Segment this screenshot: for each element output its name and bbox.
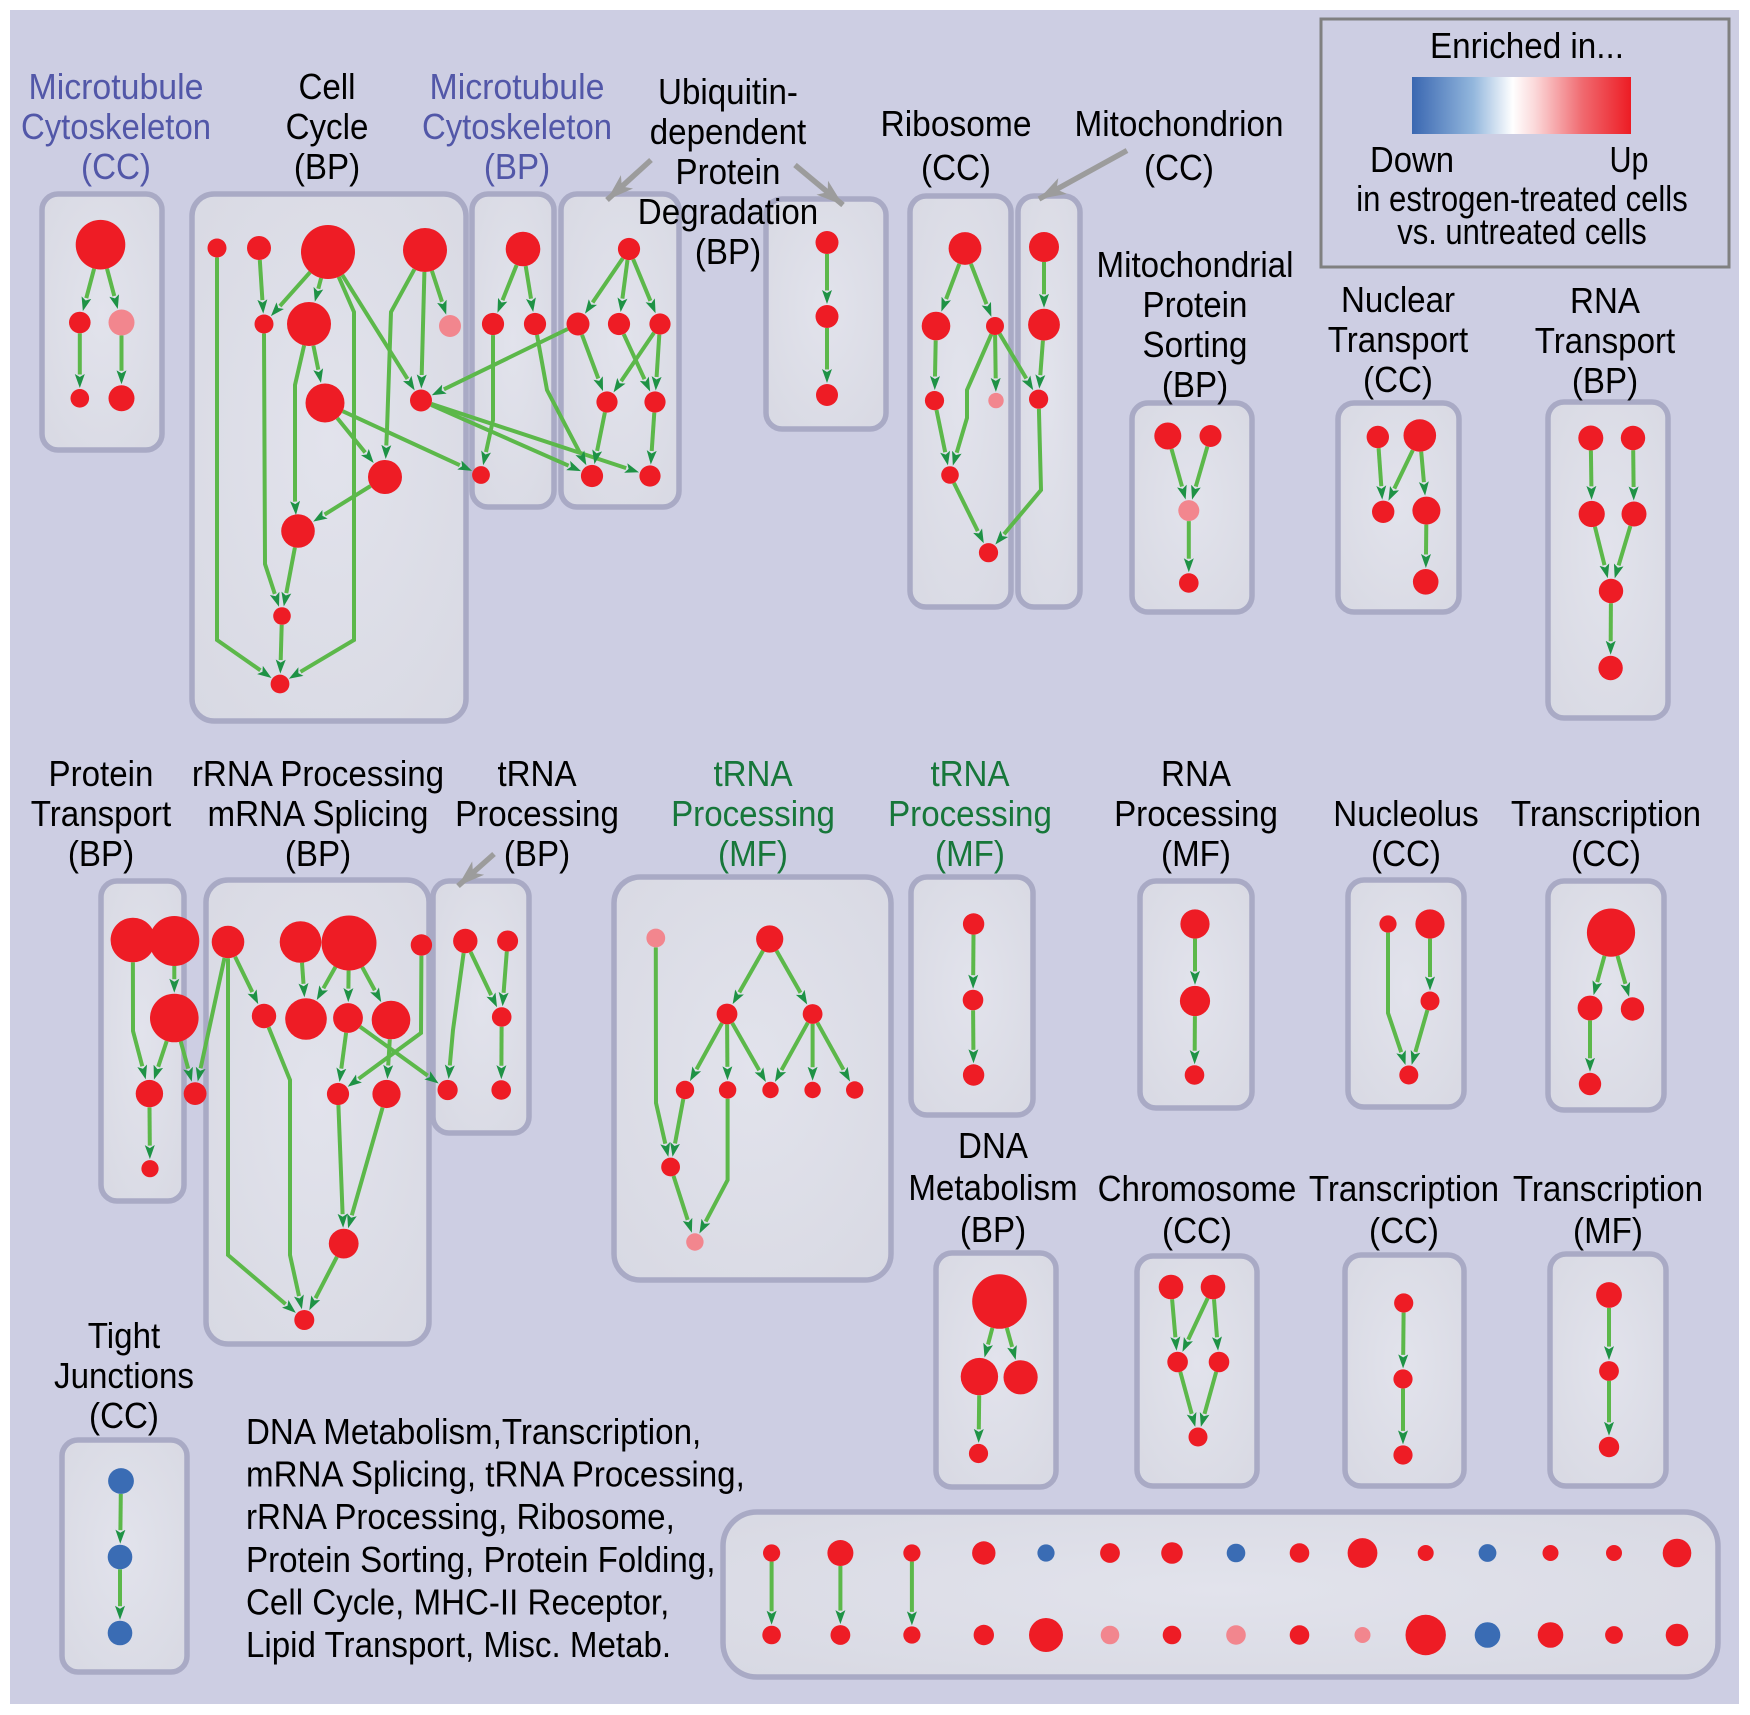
svg-text:tRNA: tRNA — [930, 753, 1009, 794]
svg-text:(BP): (BP) — [504, 833, 570, 874]
svg-text:Ubiquitin-: Ubiquitin- — [658, 71, 798, 112]
svg-text:(BP): (BP) — [960, 1209, 1026, 1250]
svg-text:Transcription: Transcription — [1511, 793, 1701, 834]
svg-text:Mitochondrial: Mitochondrial — [1097, 244, 1294, 285]
svg-text:Processing: Processing — [1114, 793, 1278, 834]
svg-text:(CC): (CC) — [1371, 833, 1441, 874]
svg-text:(BP): (BP) — [695, 231, 761, 272]
svg-text:in estrogen-treated cells: in estrogen-treated cells — [1356, 178, 1688, 219]
svg-text:Ribosome: Ribosome — [881, 103, 1032, 144]
svg-text:(CC): (CC) — [1144, 147, 1214, 188]
svg-text:(BP): (BP) — [1572, 360, 1638, 401]
svg-text:(BP): (BP) — [294, 146, 360, 187]
svg-text:(BP): (BP) — [68, 833, 134, 874]
svg-text:Microtubule: Microtubule — [430, 66, 605, 107]
svg-text:rRNA Processing, Ribosome,: rRNA Processing, Ribosome, — [246, 1496, 675, 1537]
svg-text:Tight: Tight — [88, 1315, 160, 1356]
svg-text:(BP): (BP) — [1162, 364, 1228, 405]
svg-text:(BP): (BP) — [285, 833, 351, 874]
svg-text:vs. untreated cells: vs. untreated cells — [1397, 211, 1647, 252]
svg-text:Chromosome: Chromosome — [1098, 1168, 1297, 1209]
svg-text:Transport: Transport — [1535, 320, 1676, 361]
svg-text:mRNA Splicing, tRNA Processing: mRNA Splicing, tRNA Processing, — [246, 1454, 745, 1495]
svg-text:(MF): (MF) — [935, 833, 1005, 874]
svg-text:Processing: Processing — [671, 793, 835, 834]
svg-text:(CC): (CC) — [89, 1395, 159, 1436]
svg-text:(CC): (CC) — [1162, 1210, 1232, 1251]
svg-text:RNA: RNA — [1161, 753, 1231, 794]
svg-text:Protein: Protein — [49, 753, 154, 794]
svg-text:RNA: RNA — [1570, 280, 1640, 321]
svg-text:DNA Metabolism,Transcription,: DNA Metabolism,Transcription, — [246, 1411, 701, 1452]
svg-text:Down: Down — [1370, 139, 1454, 180]
svg-text:tRNA: tRNA — [713, 753, 792, 794]
svg-text:DNA: DNA — [958, 1125, 1028, 1166]
svg-text:Lipid Transport, Misc. Metab.: Lipid Transport, Misc. Metab. — [246, 1624, 671, 1665]
svg-text:Cell Cycle, MHC-II Receptor,: Cell Cycle, MHC-II Receptor, — [246, 1581, 669, 1622]
svg-text:(MF): (MF) — [1573, 1210, 1643, 1251]
svg-text:dependent: dependent — [650, 111, 807, 152]
svg-text:Microtubule: Microtubule — [29, 66, 204, 107]
svg-text:Up: Up — [1610, 139, 1649, 180]
svg-text:(CC): (CC) — [81, 146, 151, 187]
svg-text:Processing: Processing — [455, 793, 619, 834]
svg-text:(BP): (BP) — [484, 146, 550, 187]
svg-text:rRNA Processing: rRNA Processing — [192, 753, 444, 794]
svg-text:Degradation: Degradation — [638, 191, 818, 232]
svg-text:Cell: Cell — [298, 66, 355, 107]
svg-text:Nucleolus: Nucleolus — [1333, 793, 1478, 834]
svg-text:Nuclear: Nuclear — [1341, 279, 1455, 320]
svg-text:Protein Sorting, Protein Foldi: Protein Sorting, Protein Folding, — [246, 1539, 715, 1580]
svg-text:Transport: Transport — [31, 793, 172, 834]
svg-text:Junctions: Junctions — [54, 1355, 194, 1396]
svg-text:tRNA: tRNA — [497, 753, 576, 794]
svg-text:(MF): (MF) — [1161, 833, 1231, 874]
svg-text:mRNA Splicing: mRNA Splicing — [208, 793, 429, 834]
svg-text:(CC): (CC) — [921, 147, 991, 188]
svg-text:(MF): (MF) — [718, 833, 788, 874]
svg-text:Protein: Protein — [676, 151, 781, 192]
svg-text:(CC): (CC) — [1571, 833, 1641, 874]
svg-text:Cytoskeleton: Cytoskeleton — [422, 106, 612, 147]
svg-text:(CC): (CC) — [1363, 359, 1433, 400]
svg-text:(CC): (CC) — [1369, 1210, 1439, 1251]
svg-text:Mitochondrion: Mitochondrion — [1075, 103, 1284, 144]
svg-text:Cycle: Cycle — [286, 106, 369, 147]
svg-text:Enriched in...: Enriched in... — [1430, 25, 1624, 66]
svg-text:Cytoskeleton: Cytoskeleton — [21, 106, 211, 147]
svg-text:Transcription: Transcription — [1513, 1168, 1703, 1209]
svg-text:Transcription: Transcription — [1309, 1168, 1499, 1209]
svg-text:Sorting: Sorting — [1143, 324, 1248, 365]
svg-text:Protein: Protein — [1143, 284, 1248, 325]
svg-text:Metabolism: Metabolism — [908, 1167, 1077, 1208]
svg-text:Processing: Processing — [888, 793, 1052, 834]
svg-text:Transport: Transport — [1328, 319, 1469, 360]
